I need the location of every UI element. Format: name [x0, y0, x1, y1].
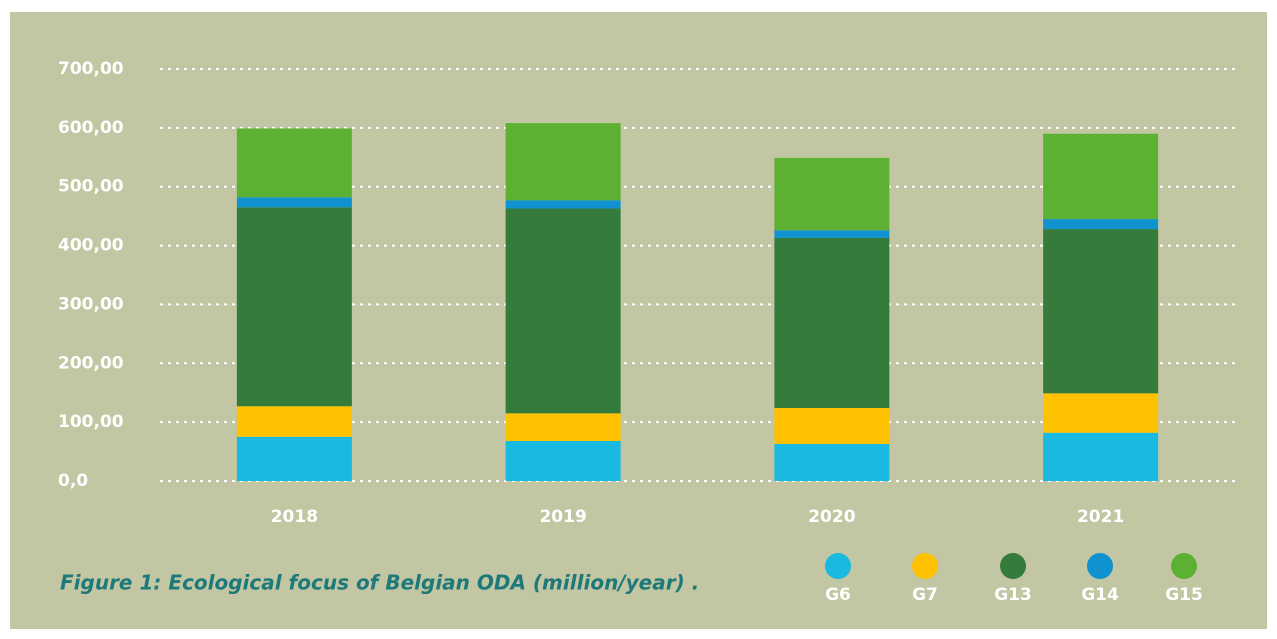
x-tick-label: 2019	[539, 507, 586, 527]
legend-label: G15	[1165, 585, 1203, 605]
bar-segment	[236, 436, 352, 481]
bar-segment	[236, 128, 352, 198]
bar-segment	[774, 443, 890, 481]
bar-segment	[774, 230, 890, 238]
legend-swatch	[1000, 553, 1026, 579]
bar-segment	[236, 207, 352, 407]
chart-title: Figure 1: Ecological focus of Belgian OD…	[60, 571, 699, 595]
x-tick-label: 2020	[808, 507, 855, 527]
bar-segment	[774, 408, 890, 444]
legend-label: G13	[994, 585, 1032, 605]
legend-swatch	[1087, 553, 1113, 579]
bar-segment	[505, 208, 621, 414]
bar-segment	[1043, 432, 1159, 481]
bar-segment	[236, 406, 352, 437]
x-tick-label: 2021	[1077, 507, 1124, 527]
bar-segment	[1043, 133, 1159, 220]
bar-segment	[505, 413, 621, 441]
bar-segment	[1043, 229, 1159, 394]
legend-swatch	[1171, 553, 1197, 579]
bar-segment	[1043, 219, 1159, 230]
bar-segment	[505, 440, 621, 481]
legend-label: G6	[825, 585, 851, 605]
y-tick-label: 0,0	[58, 471, 88, 491]
y-tick-label: 300,00	[58, 294, 124, 314]
bar-segment	[1043, 393, 1159, 433]
y-tick-label: 500,00	[58, 177, 124, 197]
y-tick-label: 700,00	[58, 59, 124, 79]
legend-label: G7	[912, 585, 938, 605]
bar-segment	[505, 123, 621, 201]
legend-swatch	[825, 553, 851, 579]
bar-segment	[505, 200, 621, 209]
y-tick-label: 100,00	[58, 412, 124, 432]
y-tick-label: 600,00	[58, 118, 124, 138]
y-tick-label: 200,00	[58, 353, 124, 373]
legend-swatch	[912, 553, 938, 579]
bar-segment	[774, 157, 890, 231]
y-tick-label: 400,00	[58, 236, 124, 256]
x-tick-label: 2018	[271, 507, 318, 527]
bar-segment	[774, 237, 890, 409]
bar-segment	[236, 197, 352, 208]
legend-label: G14	[1081, 585, 1119, 605]
